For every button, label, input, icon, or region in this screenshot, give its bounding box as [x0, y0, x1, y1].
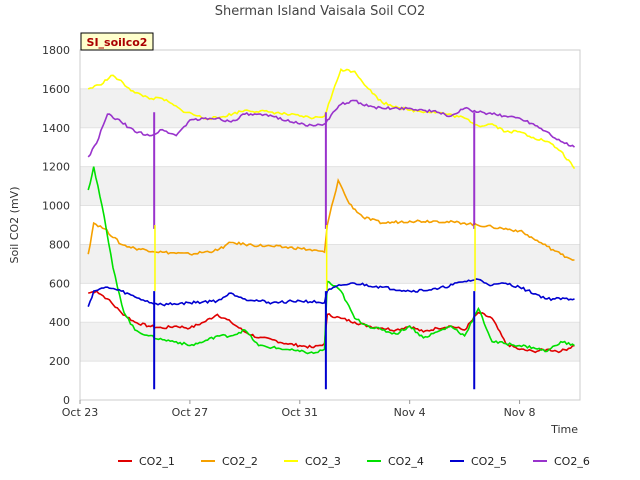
y-tick-label: 1800 — [42, 44, 70, 57]
series-lines — [87, 68, 576, 390]
chart-badge-label: SI_soilco2 — [87, 36, 148, 49]
legend-label-co2_3: CO2_3 — [305, 455, 341, 468]
legend-label-co2_2: CO2_2 — [222, 455, 258, 468]
y-tick-label: 1200 — [42, 161, 70, 174]
series-line-co2_2 — [87, 177, 575, 261]
y-tick-label: 1600 — [42, 83, 70, 96]
legend: CO2_1 CO2_2 CO2_3 CO2_4 CO2_5 CO2_6 — [118, 455, 590, 468]
x-tick-label: Oct 23 — [62, 406, 99, 419]
x-axis-label: Time — [550, 423, 578, 436]
legend-label-co2_4: CO2_4 — [388, 455, 424, 468]
grid-band — [80, 166, 580, 206]
y-tick-label: 1400 — [42, 122, 70, 135]
series-line-co2_4 — [87, 166, 575, 355]
plot-frame — [79, 49, 581, 401]
x-tick-label: Nov 8 — [504, 406, 536, 419]
chart-title: Sherman Island Vaisala Soil CO2 — [215, 4, 425, 19]
y-tick-label: 800 — [49, 238, 70, 251]
legend-label-co2_5: CO2_5 — [471, 455, 507, 468]
x-axis-ticks: Oct 23 Oct 27 Oct 31 Nov 4 Nov 8 — [62, 400, 536, 419]
x-tick-label: Oct 27 — [172, 406, 209, 419]
y-tick-label: 400 — [49, 316, 70, 329]
series-line-co2_3 — [87, 68, 576, 170]
y-tick-label: 0 — [63, 394, 70, 407]
legend-label-co2_1: CO2_1 — [139, 455, 175, 468]
y-axis-ticks: 0 200 400 600 800 1000 1200 1400 1600 1800 — [42, 44, 70, 407]
series-line-co2_6 — [87, 99, 576, 158]
y-axis-label: Soil CO2 (mV) — [8, 187, 21, 264]
x-tick-label: Oct 31 — [282, 406, 319, 419]
series-line-co2_5 — [87, 278, 575, 307]
grid-band — [80, 88, 580, 128]
y-tick-label: 600 — [49, 277, 70, 290]
series-line-co2_1 — [88, 290, 575, 354]
y-tick-label: 1000 — [42, 200, 70, 213]
y-tick-label: 200 — [49, 355, 70, 368]
grid-band — [80, 244, 580, 284]
legend-label-co2_6: CO2_6 — [554, 455, 590, 468]
x-tick-label: Nov 4 — [394, 406, 426, 419]
grid-bands — [80, 88, 580, 401]
chart-badge: SI_soilco2 — [80, 32, 154, 51]
